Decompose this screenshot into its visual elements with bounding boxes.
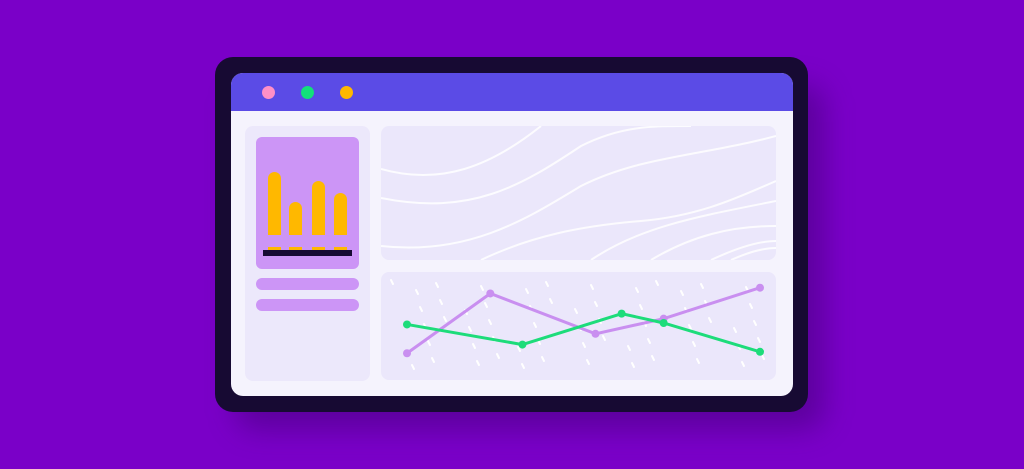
bar-chart-baseline bbox=[263, 250, 352, 256]
app-window bbox=[231, 73, 793, 396]
speckle-decoration bbox=[443, 316, 447, 322]
bar bbox=[312, 181, 325, 250]
close-dot-icon[interactable] bbox=[262, 86, 275, 99]
speckle-decoration bbox=[533, 322, 537, 328]
speckle-decoration bbox=[733, 327, 737, 333]
speckle-decoration bbox=[627, 345, 631, 351]
speckle-decoration bbox=[700, 283, 704, 289]
speckle-decoration bbox=[435, 282, 439, 288]
speckle-decoration bbox=[472, 343, 476, 349]
data-point bbox=[756, 283, 764, 292]
speckle-decoration bbox=[484, 302, 488, 308]
speckle-decoration bbox=[692, 341, 696, 347]
speckle-decoration bbox=[635, 287, 639, 293]
speckle-decoration bbox=[741, 361, 745, 367]
speckle-decoration bbox=[521, 363, 525, 369]
list-item[interactable] bbox=[256, 256, 359, 268]
data-point bbox=[486, 289, 495, 298]
data-point bbox=[617, 309, 626, 318]
speckle-decoration bbox=[761, 354, 765, 360]
speckle-decoration bbox=[439, 299, 443, 305]
sidebar-panel bbox=[245, 126, 370, 381]
speckle-decoration bbox=[525, 288, 529, 294]
speckle-decoration bbox=[419, 306, 423, 312]
speckle-decoration bbox=[582, 342, 586, 348]
line-chart-panel bbox=[381, 272, 776, 380]
data-point bbox=[518, 340, 527, 349]
list-item[interactable] bbox=[256, 278, 359, 290]
speckle-decoration bbox=[468, 326, 472, 332]
speckle-decoration bbox=[541, 356, 545, 362]
minimize-dot-icon[interactable] bbox=[301, 86, 314, 99]
speckle-decoration bbox=[631, 362, 635, 368]
bar bbox=[268, 172, 281, 250]
wave-lines-decoration bbox=[381, 126, 776, 260]
speckle-decoration bbox=[655, 280, 659, 286]
speckle-decoration bbox=[647, 338, 651, 344]
list-item[interactable] bbox=[256, 235, 359, 247]
speckle-decoration bbox=[590, 284, 594, 290]
speckle-decoration bbox=[549, 298, 553, 304]
speckle-decoration bbox=[496, 353, 500, 359]
speckle-decoration bbox=[476, 360, 480, 366]
speckle-decoration bbox=[749, 303, 753, 309]
bar-chart-card bbox=[256, 137, 359, 269]
speckle-decoration bbox=[651, 355, 655, 361]
wave-pattern-panel bbox=[381, 126, 776, 260]
speckle-decoration bbox=[708, 317, 712, 323]
data-point bbox=[403, 320, 411, 329]
speckle-decoration bbox=[680, 290, 684, 296]
title-bar bbox=[231, 73, 793, 111]
speckle-decoration bbox=[753, 320, 757, 326]
data-point bbox=[756, 347, 764, 356]
speckle-decoration bbox=[696, 358, 700, 364]
speckle-decoration bbox=[517, 346, 521, 352]
speckle-decoration bbox=[545, 281, 549, 287]
list-item[interactable] bbox=[256, 299, 359, 311]
data-point bbox=[591, 329, 600, 338]
data-point bbox=[659, 319, 668, 327]
speckle-decoration bbox=[602, 335, 606, 341]
speckle-decoration bbox=[480, 285, 484, 291]
speckle-decoration bbox=[757, 337, 761, 343]
speckle-decoration bbox=[574, 308, 578, 314]
speckle-decoration bbox=[427, 340, 431, 346]
speckle-decoration bbox=[411, 364, 415, 370]
line-chart bbox=[390, 279, 765, 370]
speckle-decoration bbox=[639, 304, 643, 310]
speckle-decoration bbox=[594, 301, 598, 307]
speckle-decoration bbox=[415, 289, 419, 295]
speckle-decoration bbox=[431, 357, 435, 363]
speckle-decoration bbox=[488, 319, 492, 325]
maximize-dot-icon[interactable] bbox=[340, 86, 353, 99]
data-point bbox=[403, 349, 411, 358]
speckle-decoration bbox=[586, 359, 590, 365]
speckle-decoration bbox=[688, 324, 692, 330]
speckle-decoration bbox=[390, 279, 394, 285]
